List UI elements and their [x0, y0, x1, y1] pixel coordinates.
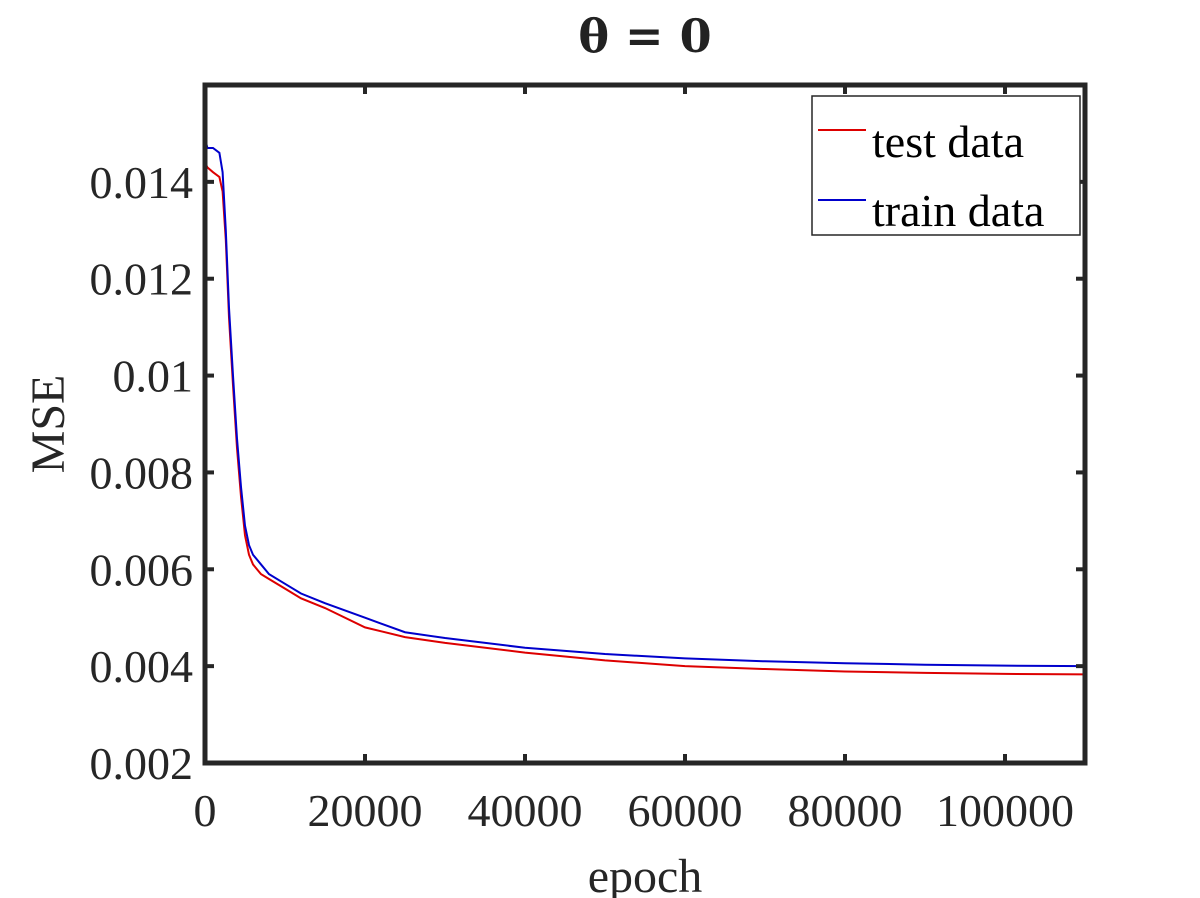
- chart-title: θ = 0: [578, 9, 711, 63]
- legend-box: [811, 95, 1081, 236]
- legend-label-test-data: test data: [872, 116, 1024, 167]
- legend-label-train-data: train data: [872, 185, 1044, 236]
- y-tick-label: 0.012: [90, 254, 194, 305]
- legend: test data train data: [811, 95, 1081, 236]
- y-tick-label: 0.002: [90, 738, 194, 789]
- y-tick-label: 0.008: [90, 447, 194, 498]
- x-tick-label: 40000: [468, 785, 583, 836]
- x-tick-label: 0: [194, 785, 217, 836]
- x-tick-label: 60000: [628, 785, 743, 836]
- y-tick-label: 0.004: [90, 641, 194, 692]
- x-axis-label: epoch: [588, 850, 703, 898]
- x-tick-label: 80000: [788, 785, 903, 836]
- x-tick-label: 100000: [936, 785, 1074, 836]
- y-tick-label: 0.014: [90, 157, 194, 208]
- x-tick-label: 20000: [308, 785, 423, 836]
- y-tick-label: 0.006: [90, 544, 194, 595]
- axes-frame: [202, 82, 1088, 766]
- y-tick-label: 0.01: [113, 351, 194, 402]
- series-line-train-data: [205, 89, 1085, 668]
- plot-area: [205, 89, 1085, 676]
- axes: 0 20000 40000 60000 80000 100000 0.002 0.004 0.0…: [90, 82, 1088, 836]
- y-axis-label: MSE: [22, 375, 75, 474]
